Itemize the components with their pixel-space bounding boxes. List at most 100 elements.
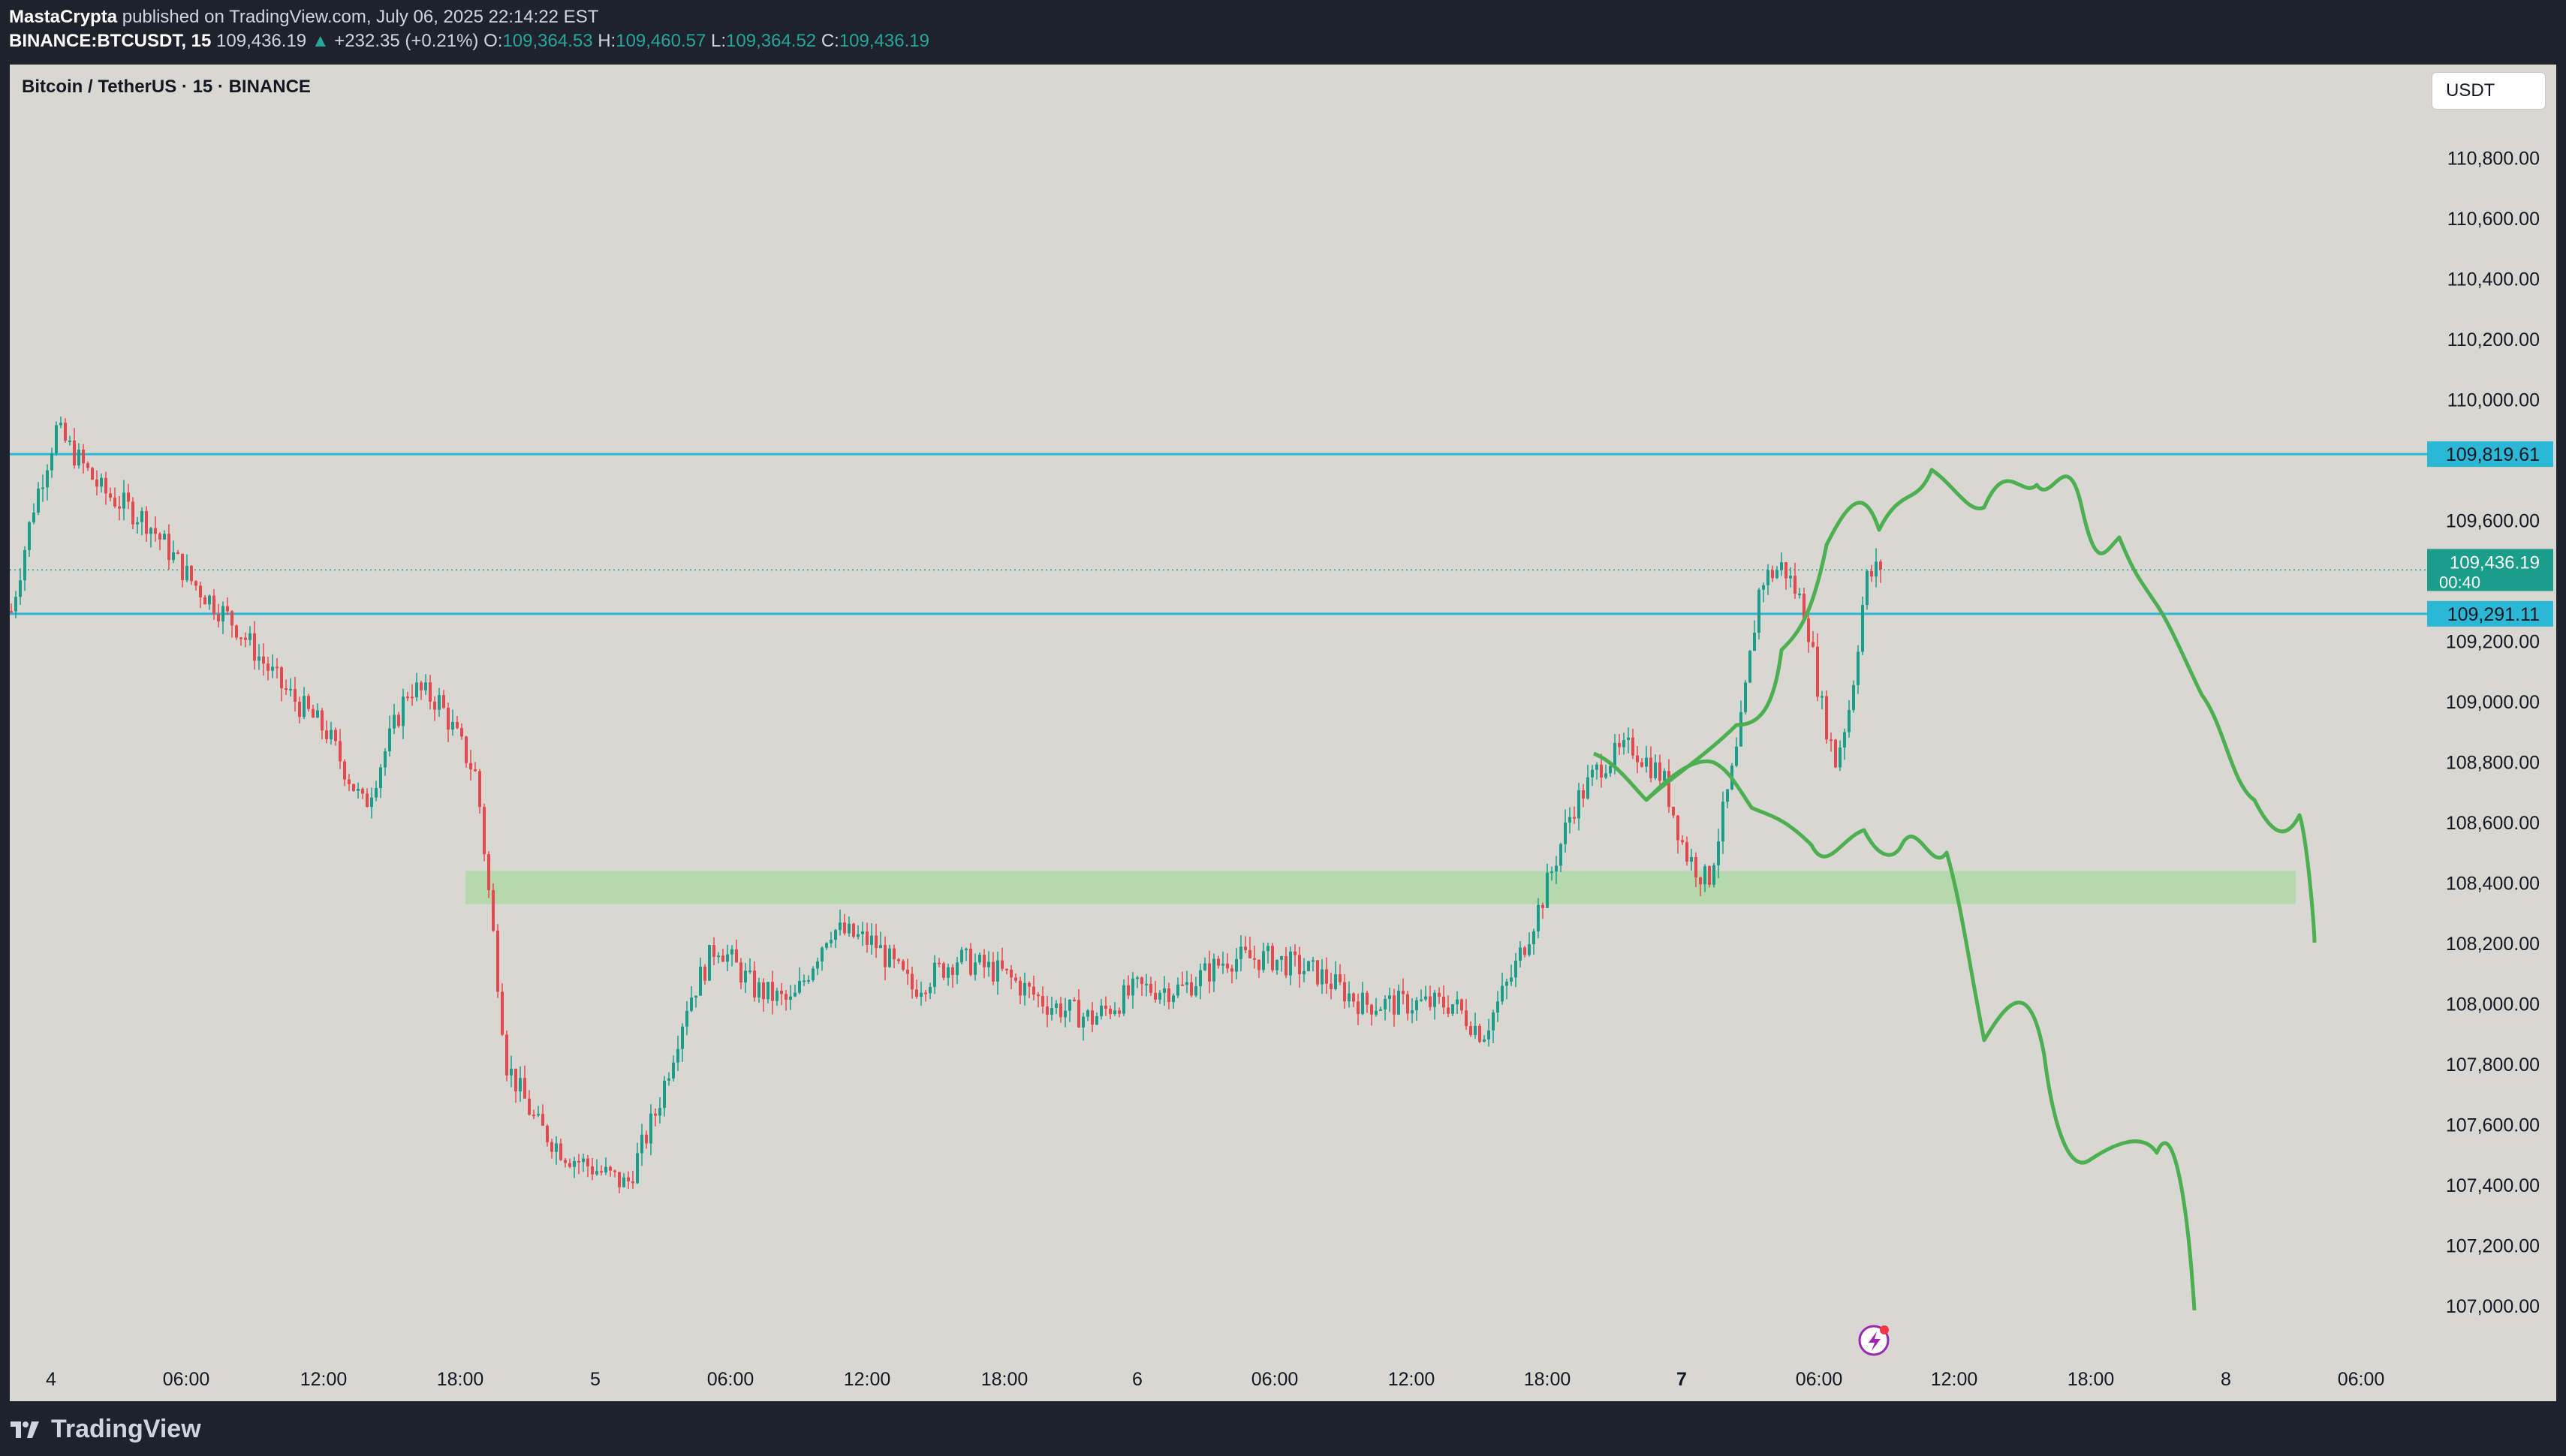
candle-body xyxy=(1528,944,1531,955)
candle-body xyxy=(573,1160,576,1167)
candle xyxy=(127,483,130,510)
candle-body xyxy=(730,949,733,955)
candle-body xyxy=(280,667,283,689)
candle xyxy=(951,964,954,988)
candle-body xyxy=(262,656,265,664)
candle xyxy=(528,1090,531,1116)
close-value: 109,436.19 xyxy=(839,31,929,51)
candle-body xyxy=(1460,999,1463,1011)
candle-body xyxy=(798,980,801,993)
candle-body xyxy=(1496,1001,1499,1013)
chart-symbol-title: Bitcoin / TetherUS · 15 · BINANCE xyxy=(22,77,311,97)
candle xyxy=(199,582,202,609)
y-axis-tick: 107,600.00 xyxy=(2446,1115,2540,1136)
candle xyxy=(140,507,143,536)
lightning-event-icon[interactable] xyxy=(1858,1325,1890,1356)
currency-button[interactable]: USDT xyxy=(2432,72,2546,110)
candle-body xyxy=(312,708,315,718)
candle xyxy=(825,942,828,950)
candle-body xyxy=(1411,1010,1414,1014)
chart-header: MastaCrypta published on TradingView.com… xyxy=(0,0,2566,65)
candle xyxy=(406,691,409,702)
x-axis-label: 7 xyxy=(1676,1369,1687,1390)
candle-body xyxy=(199,585,202,597)
candle xyxy=(1100,998,1103,1020)
candle xyxy=(1303,958,1306,982)
candle-body xyxy=(303,696,306,717)
candle xyxy=(1510,964,1513,986)
candle-body xyxy=(938,962,941,964)
candle xyxy=(712,937,715,966)
chart-canvas[interactable]: 110,800.00 110,600.00 110,400.00 110,200.00… xyxy=(10,65,2556,1401)
candle xyxy=(1771,565,1774,582)
candle-body xyxy=(1478,1025,1481,1042)
candle-body xyxy=(523,1078,526,1099)
candle xyxy=(379,764,382,799)
candle xyxy=(1041,986,1044,1014)
candle xyxy=(1546,863,1549,909)
candle-body xyxy=(167,534,170,561)
candle-body xyxy=(1546,872,1549,908)
candle xyxy=(1672,806,1675,819)
candle-body xyxy=(1672,807,1675,816)
candle xyxy=(1325,957,1328,994)
candle-body xyxy=(947,967,950,978)
candle xyxy=(1176,977,1179,998)
candle xyxy=(221,601,224,634)
candle xyxy=(1307,960,1310,972)
candle xyxy=(384,748,387,776)
candle-body xyxy=(1046,1006,1049,1015)
candle-body xyxy=(897,959,900,961)
candle-body xyxy=(1848,710,1851,733)
tradingview-logo[interactable]: TradingView xyxy=(9,1415,201,1444)
y-axis-tick: 110,200.00 xyxy=(2447,329,2540,350)
candle-body xyxy=(37,489,40,513)
author-name[interactable]: MastaCrypta xyxy=(9,7,118,27)
candle xyxy=(190,565,193,585)
candle xyxy=(163,530,166,540)
x-axis-label: 4 xyxy=(46,1369,56,1390)
candle-body xyxy=(366,793,369,808)
candle-body xyxy=(694,995,697,998)
candle-body xyxy=(911,973,914,990)
candle-body xyxy=(1667,771,1670,808)
candle-body xyxy=(1744,682,1747,712)
candle xyxy=(1595,762,1598,780)
candle-body xyxy=(1366,992,1369,1005)
price-chart[interactable]: 110,800.00 110,600.00 110,400.00 110,200.00… xyxy=(10,65,2556,1401)
candle-body xyxy=(1330,983,1333,989)
candle xyxy=(1019,976,1022,1005)
candle xyxy=(1235,948,1238,979)
candle xyxy=(483,803,486,862)
candle xyxy=(1645,745,1648,773)
candle xyxy=(1172,993,1175,1009)
candle-body xyxy=(235,625,238,638)
candle-body xyxy=(942,963,945,978)
candle xyxy=(1559,842,1562,872)
candle xyxy=(1253,945,1256,969)
candle-body xyxy=(95,479,98,487)
candle-body xyxy=(1230,968,1233,972)
candle-body xyxy=(176,552,179,554)
candle-body xyxy=(348,779,351,784)
candle xyxy=(645,1130,648,1149)
candle xyxy=(613,1169,616,1178)
candle xyxy=(1825,690,1828,744)
candle xyxy=(1537,898,1540,939)
candle xyxy=(1830,733,1833,752)
candle-body xyxy=(1708,866,1711,885)
candle xyxy=(321,708,324,740)
candle xyxy=(1735,737,1738,768)
candle-body xyxy=(1163,988,1166,993)
candle xyxy=(1564,809,1567,853)
candle xyxy=(888,944,891,968)
candle xyxy=(339,729,342,769)
candle xyxy=(1064,997,1067,1027)
candle-body xyxy=(681,1026,684,1049)
candle xyxy=(717,952,720,964)
footer: TradingView xyxy=(0,1401,2566,1456)
candle-body xyxy=(1514,960,1517,978)
candle xyxy=(10,603,13,613)
candle xyxy=(609,1165,612,1177)
candle xyxy=(1154,980,1157,1003)
